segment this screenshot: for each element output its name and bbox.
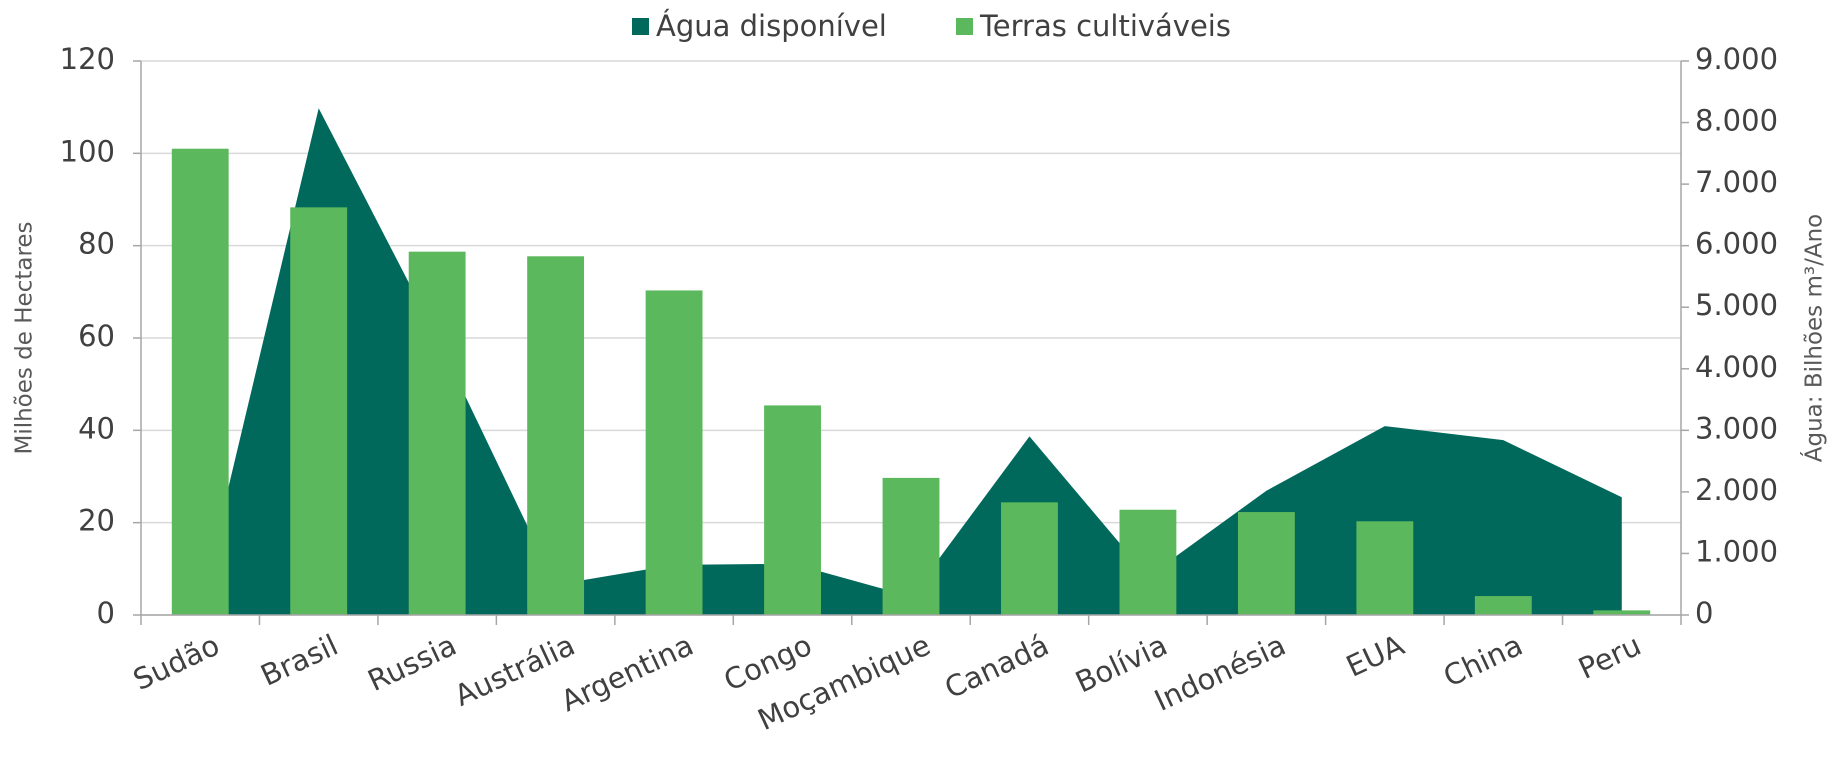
y-tick-label: 40 (78, 411, 115, 445)
bar (1237, 512, 1295, 615)
y2-tick-label: 3.000 (1695, 411, 1778, 445)
x-tick-label: Indonésia (1149, 628, 1290, 718)
bar (1356, 521, 1414, 615)
bar (764, 405, 821, 615)
x-tick-label: Austrália (449, 628, 580, 713)
y-tick-label: 80 (78, 227, 115, 261)
y2-tick-label: 1.000 (1695, 534, 1778, 568)
bar (882, 477, 940, 615)
y2-tick-label: 0 (1695, 596, 1713, 630)
bar (171, 148, 229, 615)
bar (1593, 610, 1651, 615)
legend-swatch (632, 18, 649, 35)
y-tick-label: 100 (60, 134, 115, 168)
y2-tick-label: 5.000 (1695, 288, 1778, 322)
y2-tick-label: 4.000 (1695, 350, 1778, 384)
y-axis-title: Milhões de Hectares (12, 221, 38, 454)
bar (290, 207, 348, 615)
x-tick-label: Brasil (255, 628, 343, 693)
y2-axis-title: Água: Bilhões m³/Ano (1800, 214, 1828, 462)
bar (527, 256, 585, 615)
y-tick-label: 120 (60, 42, 115, 76)
y2-tick-label: 6.000 (1695, 227, 1778, 261)
y-tick-label: 20 (78, 504, 115, 538)
legend-label: Terras cultiváveis (979, 9, 1231, 43)
x-tick-label: EUA (1341, 628, 1409, 684)
x-tick-label: China (1438, 628, 1527, 694)
y2-tick-label: 8.000 (1695, 104, 1778, 138)
y-tick-label: 60 (78, 319, 115, 353)
x-tick-label: Sudão (128, 628, 225, 697)
x-tick-label: Canadá (939, 628, 1053, 705)
bar (645, 290, 703, 615)
legend-swatch (956, 18, 973, 35)
legend-label: Água disponível (656, 9, 887, 43)
x-tick-label: Argentina (556, 628, 699, 719)
bar (408, 251, 466, 615)
y2-tick-label: 7.000 (1695, 165, 1778, 199)
y-tick-label: 0 (97, 596, 115, 630)
y2-tick-label: 9.000 (1695, 42, 1778, 76)
y2-tick-label: 2.000 (1695, 473, 1778, 507)
bar (1474, 596, 1532, 615)
x-tick-label: Russia (363, 628, 462, 698)
bar (1001, 502, 1058, 615)
bar (1119, 509, 1177, 615)
x-tick-label: Peru (1573, 628, 1646, 686)
